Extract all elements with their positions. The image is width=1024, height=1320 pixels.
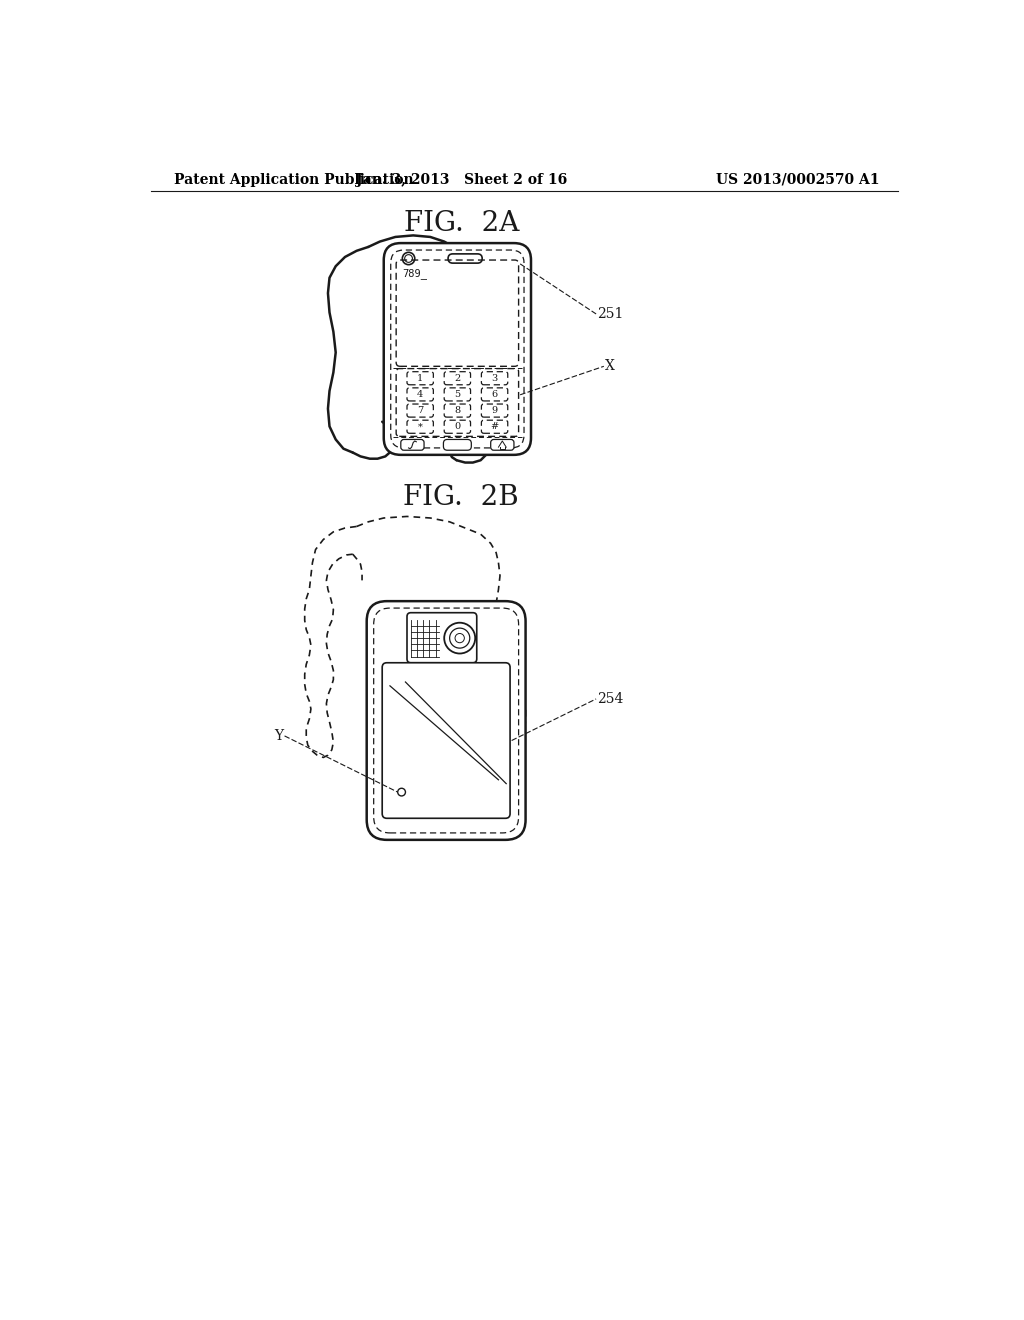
- Text: Patent Application Publication: Patent Application Publication: [174, 173, 414, 187]
- FancyBboxPatch shape: [407, 404, 433, 417]
- Text: 8: 8: [455, 407, 461, 414]
- FancyBboxPatch shape: [367, 601, 525, 840]
- Text: 6: 6: [492, 389, 498, 399]
- Circle shape: [450, 628, 470, 648]
- Text: 2: 2: [455, 374, 461, 383]
- FancyBboxPatch shape: [407, 372, 433, 385]
- Circle shape: [404, 255, 413, 263]
- FancyBboxPatch shape: [444, 388, 471, 401]
- FancyBboxPatch shape: [481, 372, 508, 385]
- Text: 0: 0: [455, 422, 461, 432]
- Text: FIG.  2A: FIG. 2A: [403, 210, 519, 238]
- Text: 7: 7: [417, 407, 423, 414]
- FancyBboxPatch shape: [444, 420, 471, 433]
- FancyBboxPatch shape: [382, 663, 510, 818]
- Circle shape: [444, 623, 475, 653]
- Text: X: X: [604, 359, 614, 374]
- Text: 1: 1: [417, 374, 423, 383]
- FancyBboxPatch shape: [407, 612, 477, 663]
- FancyBboxPatch shape: [407, 420, 433, 433]
- FancyBboxPatch shape: [449, 253, 482, 263]
- Text: 251: 251: [597, 308, 624, 321]
- FancyBboxPatch shape: [481, 420, 508, 433]
- Circle shape: [455, 634, 464, 643]
- Text: *: *: [418, 422, 423, 432]
- FancyBboxPatch shape: [481, 404, 508, 417]
- FancyBboxPatch shape: [384, 243, 531, 455]
- Text: 5: 5: [455, 389, 461, 399]
- FancyBboxPatch shape: [444, 404, 471, 417]
- Text: 789_: 789_: [402, 268, 427, 279]
- FancyBboxPatch shape: [490, 440, 514, 450]
- Text: #: #: [490, 422, 499, 432]
- Text: 3: 3: [492, 374, 498, 383]
- Circle shape: [402, 252, 415, 265]
- Text: Jan. 3, 2013   Sheet 2 of 16: Jan. 3, 2013 Sheet 2 of 16: [355, 173, 567, 187]
- Text: Y: Y: [273, 729, 283, 743]
- FancyBboxPatch shape: [443, 440, 471, 450]
- Text: 254: 254: [597, 692, 624, 706]
- Text: 9: 9: [492, 407, 498, 414]
- FancyBboxPatch shape: [481, 388, 508, 401]
- FancyBboxPatch shape: [407, 388, 433, 401]
- FancyBboxPatch shape: [400, 440, 424, 450]
- Text: US 2013/0002570 A1: US 2013/0002570 A1: [716, 173, 880, 187]
- Text: 4: 4: [417, 389, 423, 399]
- Circle shape: [397, 788, 406, 796]
- Text: FIG.  2B: FIG. 2B: [403, 483, 519, 511]
- FancyBboxPatch shape: [444, 372, 471, 385]
